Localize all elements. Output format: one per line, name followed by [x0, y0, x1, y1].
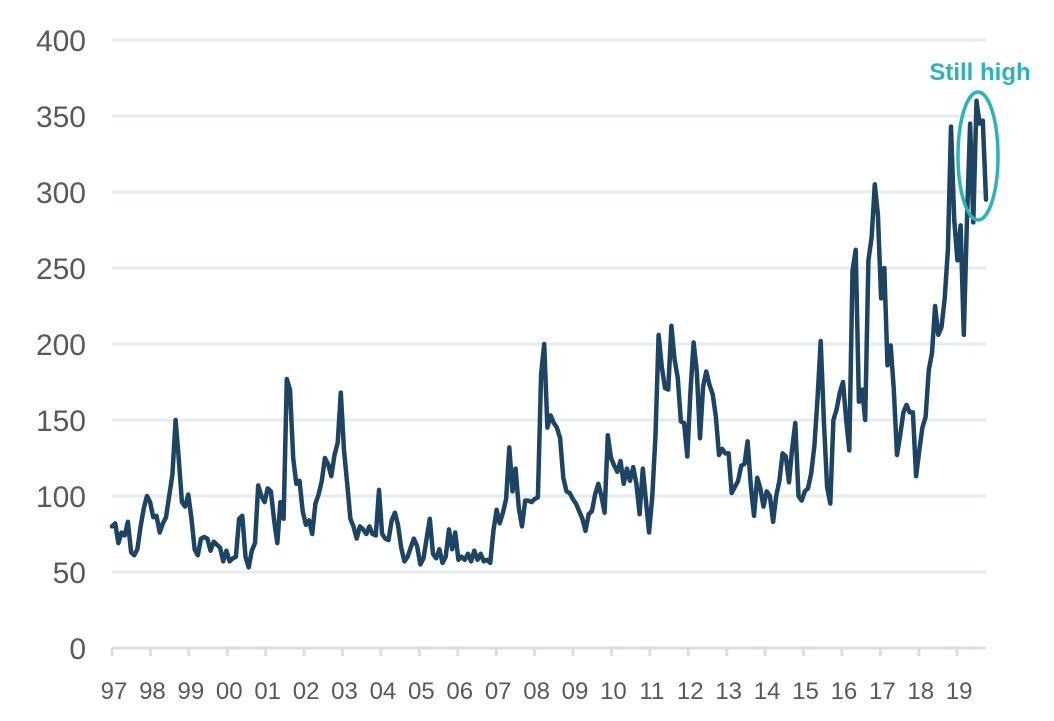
x-tick-label: 19: [946, 678, 973, 705]
x-tick-label: 99: [177, 678, 204, 705]
x-tick-label: 09: [562, 678, 589, 705]
x-tick-label: 12: [677, 678, 704, 705]
annotation-label: Still high: [929, 59, 1030, 86]
x-tick-label: 16: [831, 678, 858, 705]
x-tick-label: 08: [523, 678, 550, 705]
annotation-ellipse: [956, 90, 1000, 222]
x-tick-label: 13: [715, 678, 742, 705]
y-tick-label: 350: [36, 101, 86, 134]
x-tick-label: 05: [408, 678, 435, 705]
y-tick-label: 200: [36, 329, 86, 362]
y-axis-ticks: 0 50 100 150 200 250 300 350 400: [36, 25, 86, 666]
y-tick-label: 250: [36, 253, 86, 286]
x-tick-label: 18: [907, 678, 934, 705]
x-tick-label: 00: [216, 678, 243, 705]
x-axis-ticks: 97 98 99 00 01 02 03 04 05 06 07 08 09 10 11 12 13 14 15 16…: [101, 648, 973, 705]
x-tick-label: 17: [869, 678, 896, 705]
y-tick-label: 50: [53, 557, 86, 590]
x-tick-label: 06: [446, 678, 473, 705]
x-tick-label: 14: [754, 678, 781, 705]
y-tick-label: 0: [69, 633, 86, 666]
x-tick-label: 07: [485, 678, 512, 705]
x-tick-label: 01: [254, 678, 281, 705]
x-tick-label: 04: [370, 678, 397, 705]
x-tick-label: 98: [139, 678, 166, 705]
y-tick-label: 300: [36, 177, 86, 210]
y-tick-label: 150: [36, 405, 86, 438]
series-line: [109, 98, 989, 570]
y-tick-label: 400: [36, 25, 86, 58]
x-tick-label: 97: [101, 678, 128, 705]
x-tick-label: 02: [293, 678, 320, 705]
x-tick-label: 10: [600, 678, 627, 705]
x-tick-label: 03: [331, 678, 358, 705]
x-tick-label: 11: [639, 678, 664, 705]
y-tick-label: 100: [36, 481, 86, 514]
x-tick-label: 15: [792, 678, 819, 705]
